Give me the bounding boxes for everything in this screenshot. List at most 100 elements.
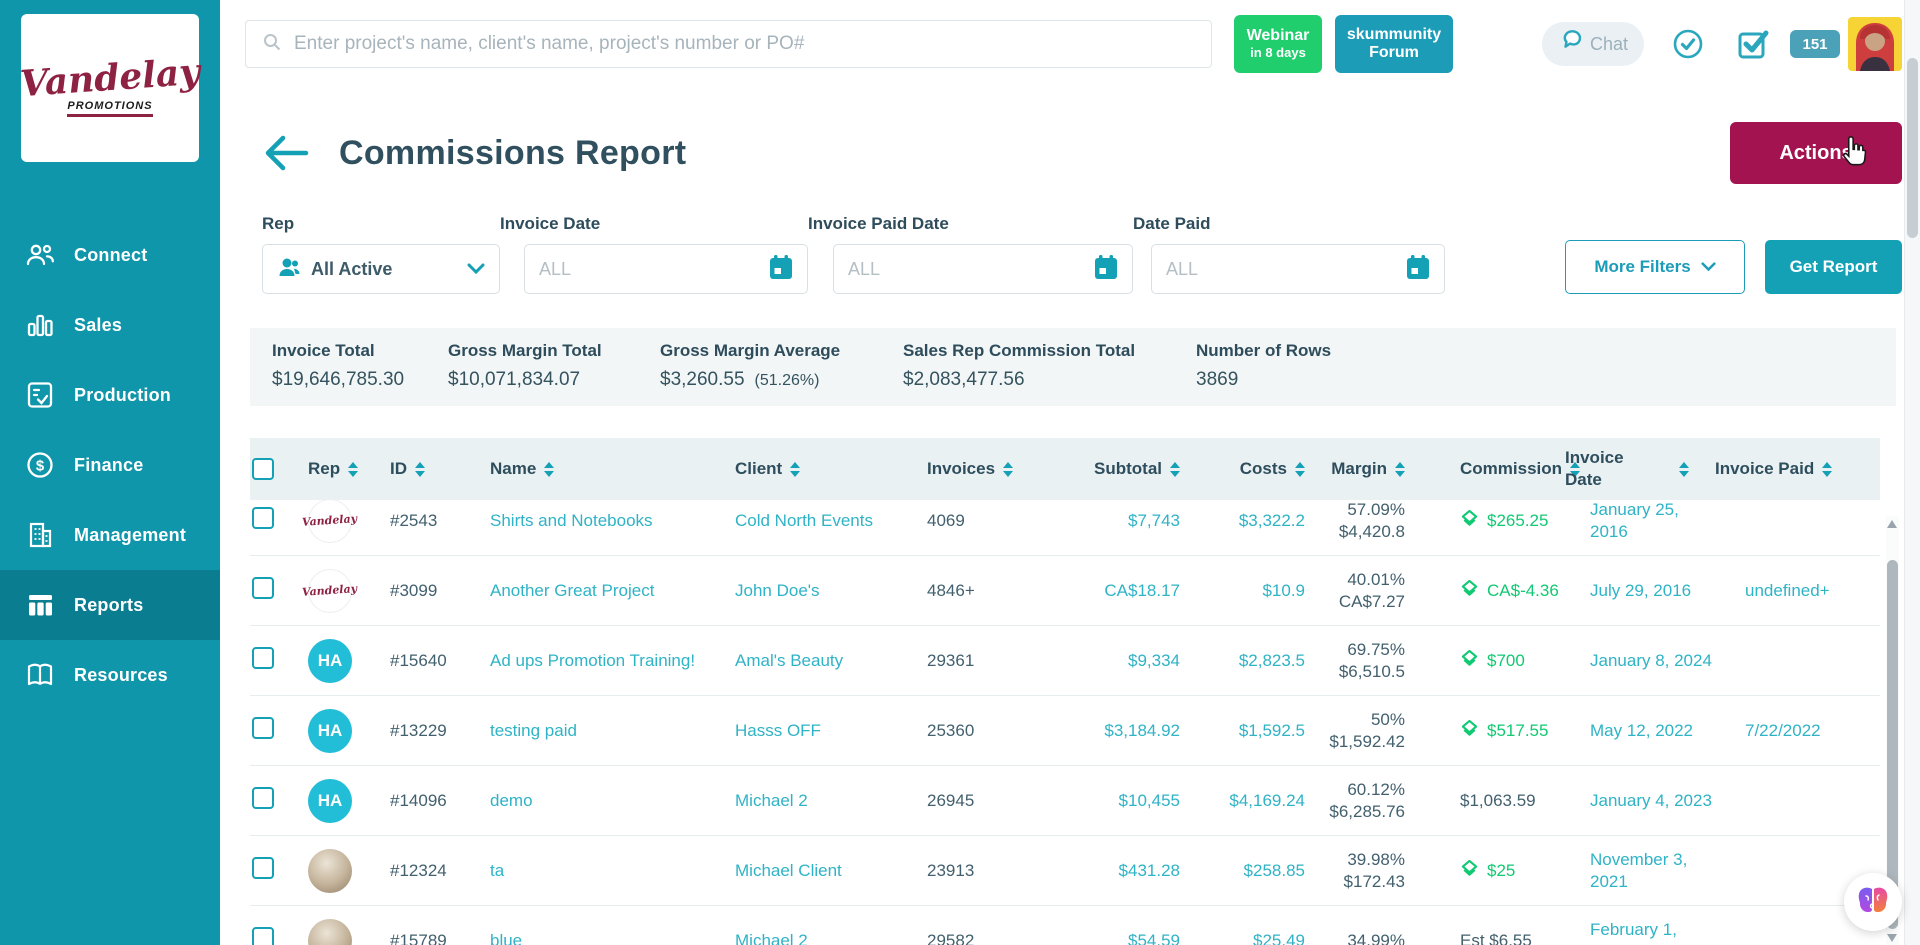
- project-name-link[interactable]: Shirts and Notebooks: [490, 510, 653, 531]
- commission-cell: $25: [1405, 859, 1565, 883]
- sidebar-item-sales[interactable]: Sales: [0, 290, 220, 360]
- costs-link[interactable]: $3,322.2: [1239, 510, 1305, 531]
- invoice-date-link[interactable]: January 8, 2024: [1590, 650, 1712, 671]
- subtotal-link[interactable]: $54.59: [1128, 930, 1180, 945]
- client-link[interactable]: Michael 2: [735, 790, 808, 811]
- project-name-link[interactable]: demo: [490, 790, 533, 811]
- table-scrollbar-thumb[interactable]: [1887, 560, 1898, 929]
- sidebar-item-finance[interactable]: $ Finance: [0, 430, 220, 500]
- client-link[interactable]: Cold North Events: [735, 510, 873, 531]
- client-link[interactable]: Amal's Beauty: [735, 650, 843, 671]
- invoice-date-link[interactable]: July 29, 2016: [1590, 580, 1691, 601]
- invoice-date-link[interactable]: February 1, 2024: [1590, 919, 1715, 945]
- row-checkbox[interactable]: [252, 647, 274, 669]
- commission-value: $700: [1487, 651, 1525, 671]
- project-name-link[interactable]: ta: [490, 860, 504, 881]
- costs-link[interactable]: $2,823.5: [1239, 650, 1305, 671]
- sidebar-item-production[interactable]: Production: [0, 360, 220, 430]
- sort-icon: [1395, 462, 1405, 477]
- invoice-date-link[interactable]: November 3, 2021: [1590, 849, 1715, 892]
- rep-avatar: HA: [308, 709, 352, 753]
- client-link[interactable]: Hasss OFF: [735, 720, 821, 741]
- subtotal-link[interactable]: $9,334: [1128, 650, 1180, 671]
- global-search[interactable]: [245, 20, 1212, 68]
- sidebar-item-resources[interactable]: Resources: [0, 640, 220, 710]
- column-header-name[interactable]: Name: [490, 459, 735, 479]
- table-row: #15789 blue Michael 2 29582 $54.59 $25.4…: [250, 906, 1880, 945]
- sidebar-item-reports[interactable]: Reports: [0, 570, 220, 640]
- page-scrollbar-thumb[interactable]: [1907, 58, 1918, 238]
- user-avatar[interactable]: [1848, 17, 1902, 71]
- webinar-line1: Webinar: [1247, 27, 1310, 45]
- column-header-costs[interactable]: Costs: [1180, 459, 1305, 479]
- subtotal-link[interactable]: $3,184.92: [1104, 720, 1180, 741]
- actions-button[interactable]: Actions: [1730, 122, 1902, 184]
- invoice-paid-link[interactable]: 7/22/2022: [1745, 720, 1821, 741]
- column-header-commission[interactable]: Commission: [1405, 459, 1565, 479]
- costs-link[interactable]: $1,592.5: [1239, 720, 1305, 741]
- community-forum-button[interactable]: skummunity Forum: [1335, 15, 1453, 73]
- assistant-brain-button[interactable]: [1844, 873, 1902, 931]
- stat-invoice-total: Invoice Total $19,646,785.30: [272, 341, 448, 391]
- column-header-subtotal[interactable]: Subtotal: [1052, 459, 1180, 479]
- column-header-invoice-paid[interactable]: Invoice Paid: [1715, 459, 1880, 479]
- subtotal-link[interactable]: $431.28: [1119, 860, 1180, 881]
- column-header-invoice-date[interactable]: Invoice Date: [1565, 447, 1715, 491]
- page-scrollbar[interactable]: [1904, 0, 1920, 945]
- costs-link[interactable]: $258.85: [1244, 860, 1305, 881]
- row-checkbox[interactable]: [252, 507, 274, 529]
- get-report-button[interactable]: Get Report: [1765, 240, 1902, 294]
- row-checkbox[interactable]: [252, 857, 274, 879]
- column-header-invoices[interactable]: Invoices: [927, 459, 1052, 479]
- tasks-checkbox-icon[interactable]: [1736, 27, 1770, 61]
- client-link[interactable]: Michael 2: [735, 930, 808, 945]
- history-clock-icon[interactable]: [1670, 26, 1706, 62]
- costs-link[interactable]: $25.49: [1253, 930, 1305, 945]
- select-all-checkbox[interactable]: [252, 458, 274, 480]
- project-name-link[interactable]: blue: [490, 930, 522, 945]
- column-header-rep[interactable]: Rep: [308, 459, 390, 479]
- row-checkbox[interactable]: [252, 717, 274, 739]
- subtotal-link[interactable]: $7,743: [1128, 510, 1180, 531]
- sidebar-item-connect[interactable]: Connect: [0, 220, 220, 290]
- date-paid-input[interactable]: ALL: [1151, 244, 1445, 294]
- sidebar-item-label: Production: [74, 385, 171, 406]
- column-header-client[interactable]: Client: [735, 459, 927, 479]
- row-checkbox[interactable]: [252, 927, 274, 945]
- notification-count-badge[interactable]: 151: [1790, 30, 1840, 58]
- chat-button[interactable]: Chat: [1542, 22, 1644, 66]
- scroll-down-arrow[interactable]: [1887, 934, 1897, 942]
- more-filters-button[interactable]: More Filters: [1565, 240, 1745, 294]
- sidebar-item-management[interactable]: Management: [0, 500, 220, 570]
- company-logo[interactable]: Vandelay PROMOTIONS: [21, 14, 199, 162]
- costs-link[interactable]: $10.9: [1262, 580, 1305, 601]
- row-checkbox[interactable]: [252, 787, 274, 809]
- project-name-link[interactable]: testing paid: [490, 720, 577, 741]
- project-name-link[interactable]: Another Great Project: [490, 580, 654, 601]
- invoice-date-input[interactable]: ALL: [524, 244, 808, 294]
- client-link[interactable]: Michael Client: [735, 860, 842, 881]
- filter-label: Invoice Date: [500, 214, 808, 234]
- client-link[interactable]: John Doe's: [735, 580, 820, 601]
- commission-cell: $1,063.59: [1405, 791, 1565, 811]
- invoice-date-link[interactable]: January 25, 2016: [1590, 499, 1715, 542]
- back-arrow[interactable]: [263, 134, 309, 172]
- costs-link[interactable]: $4,169.24: [1229, 790, 1305, 811]
- invoice-date-link[interactable]: January 4, 2023: [1590, 790, 1712, 811]
- webinar-button[interactable]: Webinar in 8 days: [1234, 15, 1322, 73]
- row-checkbox[interactable]: [252, 577, 274, 599]
- invoice-paid-link[interactable]: undefined+: [1745, 580, 1830, 601]
- invoice-date-link[interactable]: May 12, 2022: [1590, 720, 1693, 741]
- column-header-id[interactable]: ID: [390, 459, 490, 479]
- search-input[interactable]: [294, 33, 1195, 55]
- subtotal-link[interactable]: $10,455: [1119, 790, 1180, 811]
- subtotal-link[interactable]: CA$18.17: [1104, 580, 1180, 601]
- filter-invoice-paid-date: Invoice Paid Date ALL: [808, 214, 1133, 294]
- column-header-margin[interactable]: Margin: [1305, 459, 1405, 479]
- invoice-paid-date-input[interactable]: ALL: [833, 244, 1133, 294]
- rep-select[interactable]: All Active: [262, 244, 500, 294]
- project-name-link[interactable]: Ad ups Promotion Training!: [490, 650, 695, 671]
- table-row: HA #15640 Ad ups Promotion Training! Ama…: [250, 626, 1880, 696]
- margin-value: $4,420.8: [1339, 521, 1405, 542]
- scroll-up-arrow[interactable]: [1887, 520, 1897, 528]
